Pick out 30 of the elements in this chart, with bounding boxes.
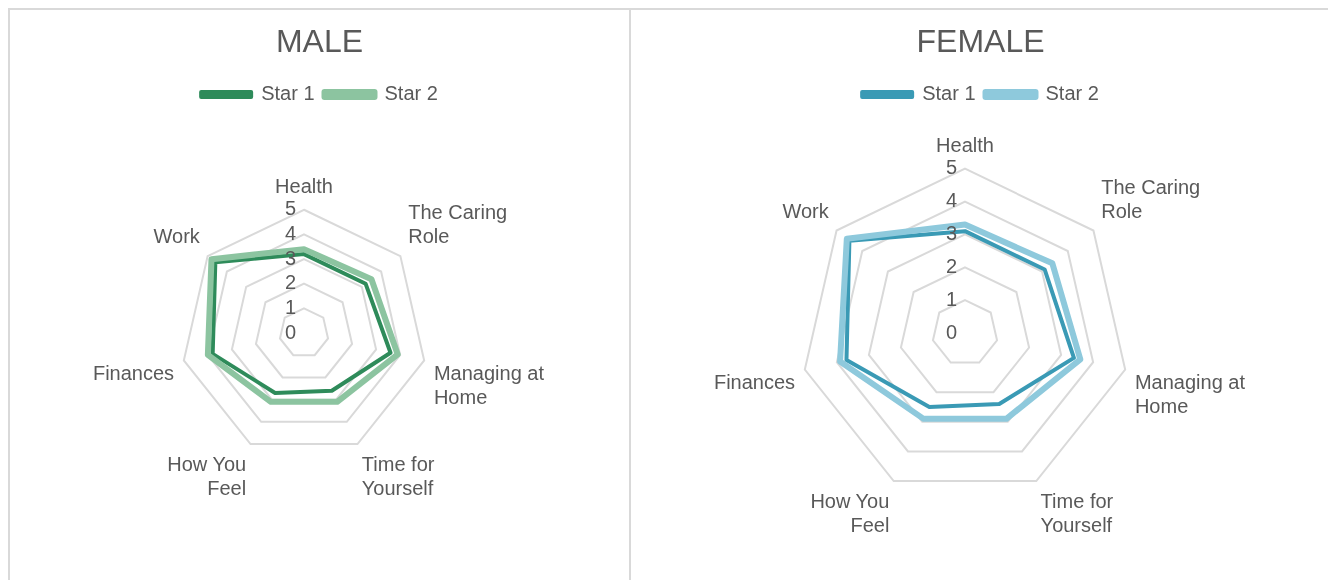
legend-label: Star 2 [1045,81,1099,104]
spoke-label: How You Feel [167,452,247,499]
spoke-label: Health [275,175,333,198]
chart-title: MALE [275,23,364,60]
spoke-label: Work [153,225,201,248]
chart-title: FEMALE [916,23,1045,60]
y-tick-label: 0 [945,320,957,343]
spoke-label: The Caring Role [408,201,508,248]
spoke-label: Time for Yourself [361,452,435,499]
legend-label: Star 1 [261,81,315,104]
legend-label: Star 2 [384,81,438,104]
spoke-label: Time for Yourself [1040,489,1114,536]
spoke-label: Managing at Home [1134,371,1246,418]
y-tick-label: 5 [284,197,296,220]
legend-label: Star 1 [922,81,976,104]
y-tick-label: 4 [945,189,957,212]
y-tick-label: 2 [284,271,296,294]
spoke-label: The Caring Role [1101,175,1201,222]
spoke-label: Work [782,199,830,222]
y-tick-label: 1 [945,287,957,310]
spoke-label: Health [936,134,994,157]
y-tick-label: 0 [284,320,296,343]
spoke-label: Managing at Home [433,362,545,409]
spoke-label: How You Feel [810,489,890,536]
spoke-label: Finances [713,371,796,394]
y-tick-label: 5 [945,156,957,179]
spoke-label: Finances [92,362,175,385]
y-tick-label: 2 [945,254,957,277]
y-tick-label: 4 [284,221,296,244]
y-tick-label: 1 [284,295,296,318]
